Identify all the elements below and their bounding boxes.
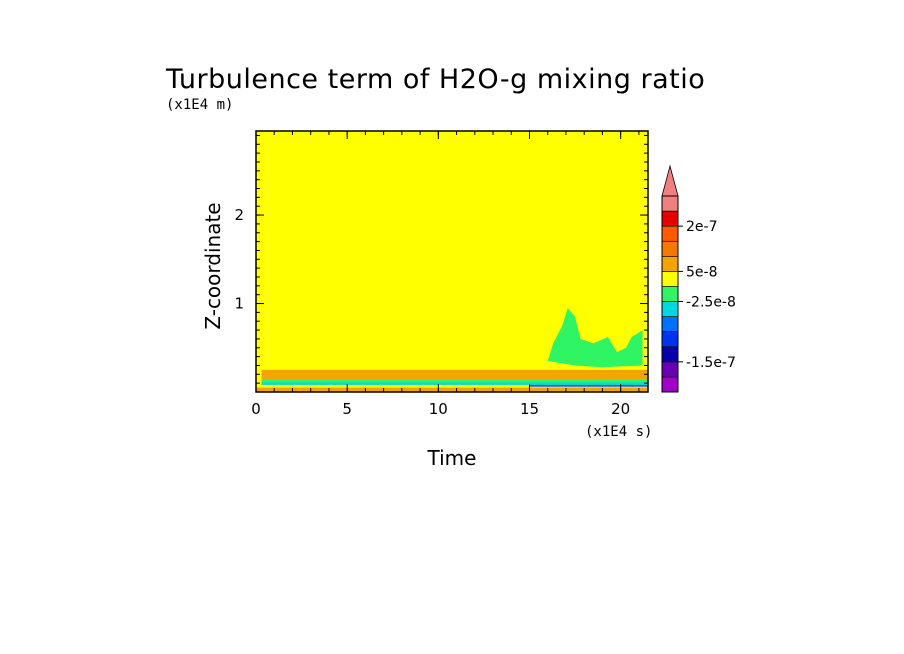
colorbar-segment bbox=[661, 225, 679, 242]
x-tick-label: 15 bbox=[520, 400, 539, 418]
colorbar-segment bbox=[661, 195, 679, 212]
colorbar-segment bbox=[661, 210, 679, 227]
colorbar-segment bbox=[661, 271, 679, 287]
y-tick-label: 2 bbox=[234, 206, 244, 224]
x-tick-label: 5 bbox=[342, 400, 352, 418]
colorbar-label: 5e-8 bbox=[686, 264, 717, 280]
colorbar-extend-arrow bbox=[661, 164, 679, 197]
contour-region-near-surface-green bbox=[261, 379, 648, 383]
x-tick-label: 0 bbox=[251, 400, 261, 418]
colorbar-segment bbox=[661, 331, 679, 348]
y-axis-label: Z-coordinate bbox=[201, 202, 225, 329]
x-unit-label: (x1E4 s) bbox=[585, 424, 652, 440]
x-tick-label: 10 bbox=[429, 400, 448, 418]
colorbar-frame bbox=[661, 195, 679, 393]
colorbar-segment bbox=[661, 286, 679, 302]
x-tick-label: 20 bbox=[611, 400, 630, 418]
contour-region-afternoon-green-plume bbox=[547, 307, 643, 368]
x-axis-label: Time bbox=[427, 446, 477, 470]
contour-region-surface-orange-layer bbox=[256, 387, 648, 392]
plot-frame bbox=[255, 130, 649, 393]
colorbar-segment bbox=[661, 346, 679, 363]
colorbar-label: -1.5e-7 bbox=[686, 355, 736, 371]
colorbar-label: -2.5e-8 bbox=[686, 295, 736, 311]
colorbar-segment bbox=[661, 316, 679, 332]
contour-region-near-surface-blue bbox=[529, 383, 648, 387]
y-ticks: 12 bbox=[234, 134, 648, 384]
plot-area: 0 5 10 15 20 12 bbox=[234, 130, 649, 418]
chart-title: Turbulence term of H2O-g mixing ratio bbox=[165, 64, 705, 95]
contour-region-near-surface-cyan bbox=[261, 381, 648, 385]
colorbar-segment bbox=[661, 256, 679, 272]
colorbar-label: 2e-7 bbox=[686, 219, 717, 235]
colorbar-segment bbox=[661, 376, 679, 393]
colorbar-segment bbox=[661, 240, 679, 257]
y-tick-label: 1 bbox=[234, 295, 244, 313]
colorbar-segment bbox=[661, 361, 679, 378]
colorbar: 2e-7 5e-8 -2.5e-8 -1.5e-7 bbox=[661, 164, 736, 393]
x-ticks: 0 5 10 15 20 bbox=[251, 131, 640, 418]
y-unit-label: (x1E4 m) bbox=[166, 97, 233, 113]
contour-regions bbox=[256, 307, 648, 392]
colorbar-segment bbox=[661, 301, 679, 317]
contour-region-pbl-top-orange bbox=[261, 369, 648, 380]
